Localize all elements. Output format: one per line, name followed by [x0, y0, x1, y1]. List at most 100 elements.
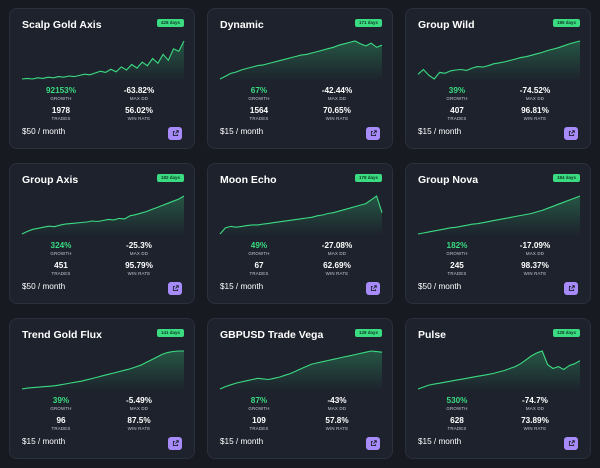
max-dd-stat: -74.7% MAX DD	[505, 396, 565, 412]
strategy-card[interactable]: Group Nova 184 days 182% GROWTH -17.09% MA…	[405, 163, 591, 304]
growth-stat: 324% GROWTH	[31, 241, 91, 257]
strategy-card[interactable]: Moon Echo 178 days 49% GROWTH -27.08% MAX …	[207, 163, 393, 304]
max-dd-stat: -27.08% MAX DD	[307, 241, 367, 257]
strategy-card[interactable]: Group Wild 185 days 39% GROWTH -74.52% MAX…	[405, 8, 591, 149]
win-rate-stat: 73.89% WIN RATE	[505, 416, 565, 432]
price-label: $50 / month	[418, 282, 462, 291]
equity-line	[22, 351, 184, 389]
trades-stat: 1978 TRADES	[31, 106, 91, 122]
win-rate-label: WIN RATE	[523, 271, 547, 276]
equity-chart	[418, 349, 580, 391]
days-badge: 182 days	[156, 174, 184, 182]
trades-value: 67	[254, 261, 264, 270]
days-badge: 178 days	[354, 174, 382, 182]
strategy-card[interactable]: Dynamic 171 days 67% GROWTH -42.44% MAX DD…	[207, 8, 393, 149]
growth-label: GROWTH	[50, 251, 72, 256]
equity-chart	[22, 349, 184, 391]
days-badge: 184 days	[552, 174, 580, 182]
growth-label: GROWTH	[446, 406, 468, 411]
max-dd-value: -43%	[327, 396, 347, 405]
max-dd-stat: -74.52% MAX DD	[505, 86, 565, 102]
open-strategy-button[interactable]	[564, 282, 578, 295]
trades-value: 407	[450, 106, 464, 115]
trades-stat: 407 TRADES	[427, 106, 487, 122]
price-label: $15 / month	[22, 437, 66, 446]
equity-area	[22, 196, 184, 236]
growth-label: GROWTH	[50, 406, 72, 411]
trades-value: 96	[56, 416, 66, 425]
trades-stat: 628 TRADES	[427, 416, 487, 432]
strategy-card[interactable]: Trend Gold Flux 141 days 39% GROWTH -5.49…	[9, 318, 195, 459]
equity-area	[22, 351, 184, 391]
price-label: $15 / month	[220, 282, 264, 291]
trades-label: TRADES	[51, 271, 71, 276]
win-rate-stat: 98.37% WIN RATE	[505, 261, 565, 277]
growth-value: 67%	[250, 86, 268, 95]
days-badge: 141 days	[156, 329, 184, 337]
open-strategy-button[interactable]	[366, 437, 380, 450]
trades-value: 451	[54, 261, 68, 270]
strategy-title: GBPUSD Trade Vega	[220, 329, 324, 341]
external-link-icon	[370, 440, 377, 447]
win-rate-value: 98.37%	[521, 261, 549, 270]
win-rate-label: WIN RATE	[325, 426, 349, 431]
growth-stat: 182% GROWTH	[427, 241, 487, 257]
open-strategy-button[interactable]	[168, 127, 182, 140]
strategy-title: Dynamic	[220, 19, 264, 31]
strategy-title: Group Nova	[418, 174, 479, 186]
growth-stat: 92153% GROWTH	[31, 86, 91, 102]
win-rate-label: WIN RATE	[127, 426, 151, 431]
growth-stat: 530% GROWTH	[427, 396, 487, 412]
win-rate-stat: 56.02% WIN RATE	[109, 106, 169, 122]
open-strategy-button[interactable]	[366, 282, 380, 295]
strategy-title: Group Axis	[22, 174, 79, 186]
max-dd-label: MAX DD	[129, 96, 149, 101]
open-strategy-button[interactable]	[366, 127, 380, 140]
growth-label: GROWTH	[248, 251, 270, 256]
win-rate-value: 70.65%	[323, 106, 351, 115]
strategy-title: Pulse	[418, 329, 447, 341]
strategy-title: Scalp Gold Axis	[22, 19, 102, 31]
equity-chart	[22, 194, 184, 236]
growth-label: GROWTH	[50, 96, 72, 101]
equity-chart	[418, 39, 580, 81]
trades-stat: 96 TRADES	[31, 416, 91, 432]
growth-value: 39%	[52, 396, 70, 405]
equity-chart	[22, 39, 184, 81]
equity-line	[220, 351, 382, 389]
external-link-icon	[568, 285, 575, 292]
days-badge: 185 days	[552, 19, 580, 27]
max-dd-value: -5.49%	[126, 396, 152, 405]
strategy-card[interactable]: Scalp Gold Axis 428 days 92153% GROWTH -6…	[9, 8, 195, 149]
open-strategy-button[interactable]	[564, 127, 578, 140]
strategy-card[interactable]: Pulse 128 days 530% GROWTH -74.7% MAX DD 6…	[405, 318, 591, 459]
max-dd-stat: -43% MAX DD	[307, 396, 367, 412]
external-link-icon	[370, 285, 377, 292]
win-rate-value: 57.8%	[325, 416, 349, 425]
max-dd-label: MAX DD	[129, 406, 149, 411]
trades-label: TRADES	[51, 426, 71, 431]
win-rate-value: 56.02%	[125, 106, 153, 115]
win-rate-value: 62.69%	[323, 261, 351, 270]
growth-label: GROWTH	[248, 406, 270, 411]
growth-value: 39%	[448, 86, 466, 95]
trades-stat: 109 TRADES	[229, 416, 289, 432]
strategy-card[interactable]: Group Axis 182 days 324% GROWTH -25.3% MAX…	[9, 163, 195, 304]
open-strategy-button[interactable]	[168, 437, 182, 450]
max-dd-stat: -5.49% MAX DD	[109, 396, 169, 412]
max-dd-stat: -63.82% MAX DD	[109, 86, 169, 102]
open-strategy-button[interactable]	[564, 437, 578, 450]
win-rate-value: 96.81%	[521, 106, 549, 115]
growth-value: 87%	[250, 396, 268, 405]
external-link-icon	[568, 440, 575, 447]
max-dd-label: MAX DD	[525, 251, 545, 256]
external-link-icon	[370, 130, 377, 137]
strategy-card[interactable]: GBPUSD Trade Vega 128 days 87% GROWTH -43…	[207, 318, 393, 459]
trades-label: TRADES	[249, 271, 269, 276]
equity-area	[220, 196, 382, 236]
open-strategy-button[interactable]	[168, 282, 182, 295]
win-rate-stat: 62.69% WIN RATE	[307, 261, 367, 277]
max-dd-value: -27.08%	[321, 241, 353, 250]
price-label: $15 / month	[418, 127, 462, 136]
trades-value: 109	[252, 416, 266, 425]
